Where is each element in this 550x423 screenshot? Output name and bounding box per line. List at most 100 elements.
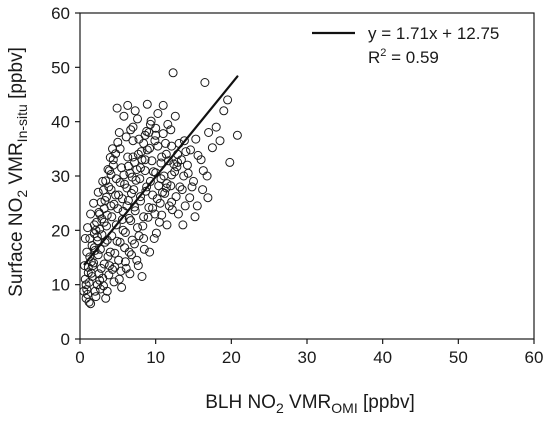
data-point: [172, 162, 182, 172]
data-point: [139, 234, 149, 243]
data-point: [115, 144, 125, 154]
data-point: [179, 171, 189, 181]
data-point: [117, 282, 127, 292]
data-point: [118, 225, 128, 235]
data-point: [166, 181, 176, 191]
data-point: [181, 147, 191, 157]
data-point: [146, 116, 156, 126]
data-point: [223, 95, 233, 105]
data-point: [192, 201, 202, 211]
data-point: [202, 171, 212, 181]
data-point: [86, 209, 96, 219]
data-point: [164, 156, 173, 166]
data-point: [105, 166, 114, 176]
data-point: [108, 155, 118, 165]
data-point: [163, 119, 173, 129]
data-point: [183, 168, 193, 178]
data-point: [211, 122, 221, 132]
data-point: [83, 268, 93, 278]
data-point: [127, 235, 137, 245]
data-point: [85, 252, 95, 262]
data-point: [99, 281, 108, 291]
data-point: [124, 213, 134, 223]
data-point: [153, 109, 163, 118]
points-layer: [79, 68, 242, 309]
data-point: [120, 257, 130, 267]
data-point: [114, 128, 124, 137]
data-point: [121, 263, 131, 273]
data-point: [157, 152, 167, 162]
data-point: [81, 280, 91, 290]
data-point: [89, 198, 99, 208]
data-point: [103, 165, 113, 174]
data-point: [187, 182, 197, 192]
data-point: [106, 185, 116, 195]
ticks-layer: 0 10 20 30 40 50 60 0 10 20 30 40 50 60: [51, 4, 543, 367]
data-point: [82, 247, 92, 257]
data-point: [153, 141, 163, 151]
data-point: [170, 167, 180, 177]
data-point: [138, 221, 148, 231]
data-point: [148, 190, 158, 200]
data-point: [91, 292, 101, 302]
data-point: [91, 225, 101, 235]
data-point: [179, 136, 189, 146]
data-point: [95, 209, 105, 219]
data-point: [177, 185, 187, 195]
data-point: [161, 183, 171, 193]
data-point: [147, 156, 157, 166]
data-point: [140, 166, 150, 176]
data-point: [161, 149, 171, 159]
data-point: [142, 99, 152, 109]
y-tick-label: 50: [51, 58, 70, 77]
data-point: [137, 155, 147, 165]
data-point: [92, 280, 102, 290]
data-point: [171, 192, 181, 202]
data-point: [96, 263, 106, 273]
data-point: [167, 197, 177, 207]
data-point: [207, 143, 217, 153]
data-point: [120, 228, 130, 237]
data-point: [107, 212, 117, 222]
data-point: [157, 210, 167, 220]
data-point: [93, 250, 103, 260]
y-tick-label: 0: [61, 330, 70, 349]
data-point: [133, 261, 143, 271]
data-point: [139, 244, 149, 254]
data-point: [145, 143, 155, 153]
data-point: [168, 68, 178, 78]
data-point: [83, 223, 93, 233]
y-tick-label: 10: [51, 276, 70, 295]
data-point: [130, 106, 140, 116]
x-tick-label: 60: [525, 348, 544, 367]
x-tick-label: 40: [373, 348, 392, 367]
data-point: [110, 262, 120, 272]
legend-equation: y = 1.71x + 12.75: [368, 24, 499, 43]
data-point: [158, 129, 168, 139]
data-point: [122, 183, 132, 193]
data-point: [92, 232, 102, 242]
data-point: [156, 174, 166, 184]
x-tick-label: 0: [75, 348, 84, 367]
data-point: [144, 203, 154, 212]
data-point: [150, 209, 160, 219]
data-point: [204, 128, 214, 137]
data-point: [103, 251, 113, 261]
data-point: [178, 220, 188, 230]
data-point: [127, 172, 137, 182]
data-point: [140, 130, 150, 140]
x-tick-label: 30: [298, 348, 317, 367]
data-point: [166, 125, 176, 135]
data-point: [139, 212, 149, 222]
data-point: [148, 203, 158, 213]
legend-r2: R2 = 0.59: [368, 47, 439, 67]
data-point: [90, 286, 100, 296]
data-point: [185, 193, 195, 203]
regression-line: [83, 75, 239, 266]
data-point: [128, 122, 138, 132]
data-point: [111, 190, 121, 200]
y-tick-label: 30: [51, 167, 70, 186]
data-point: [219, 106, 229, 116]
data-point: [105, 247, 115, 257]
